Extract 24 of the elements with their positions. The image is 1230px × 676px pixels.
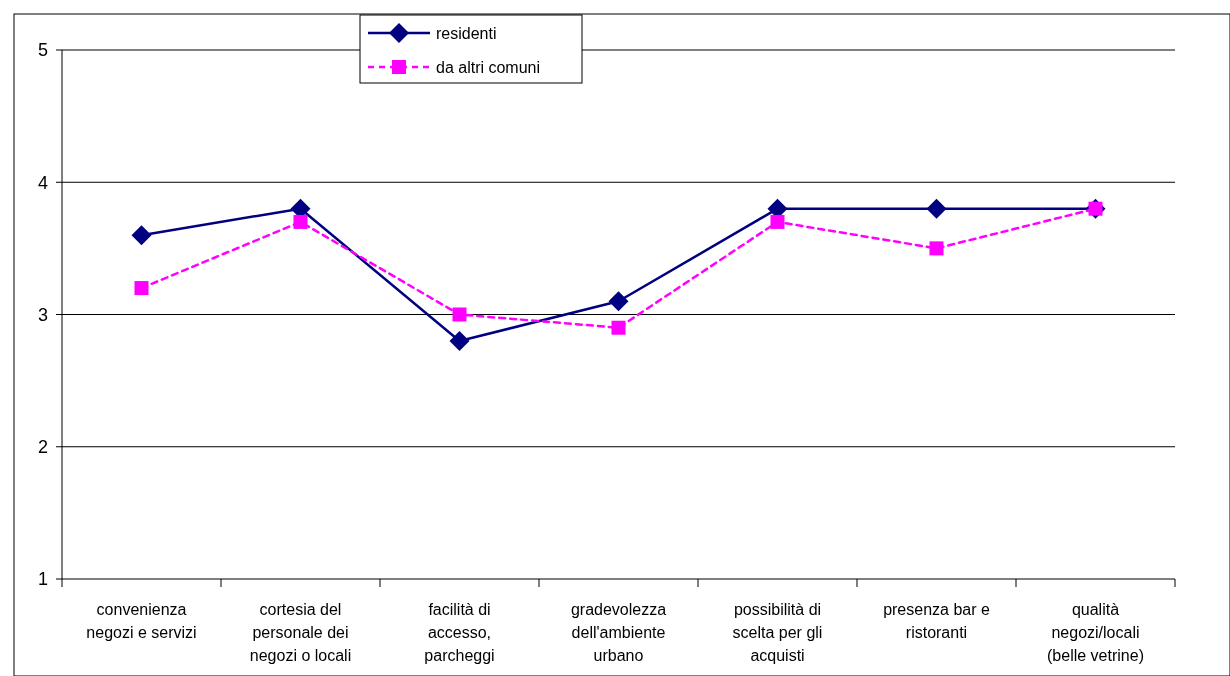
x-tick-label: presenza bar e ristoranti <box>883 601 990 641</box>
point <box>608 291 629 312</box>
point <box>134 281 149 296</box>
y-tick-label: 1 <box>37 569 48 590</box>
y-tick-label: 5 <box>37 40 48 61</box>
point <box>452 307 467 322</box>
point <box>131 225 152 246</box>
y-tick-label: 3 <box>37 304 48 325</box>
x-tick-label: qualità negozi/locali (belle vetrine) <box>1047 601 1144 664</box>
x-tick-label: possibilità di scelta per gli acquisti <box>732 601 823 664</box>
x-tick-label: gradevolezza dell'ambiente urbano <box>570 601 667 664</box>
point <box>929 241 944 256</box>
y-tick-label: 4 <box>37 172 48 193</box>
point <box>293 214 308 229</box>
point <box>611 320 626 335</box>
point <box>926 198 947 219</box>
x-tick-label: convenienza negozi e servizi <box>86 601 197 641</box>
x-tick-label: facilità di accesso, parcheggi <box>424 601 495 664</box>
legend-label: da altri comuni <box>436 58 541 76</box>
point <box>770 214 785 229</box>
x-tick-label: cortesia del personale dei negozi o locali <box>249 601 352 664</box>
point <box>449 330 470 351</box>
legend-label: residenti <box>436 24 497 42</box>
y-tick-label: 2 <box>37 437 48 458</box>
